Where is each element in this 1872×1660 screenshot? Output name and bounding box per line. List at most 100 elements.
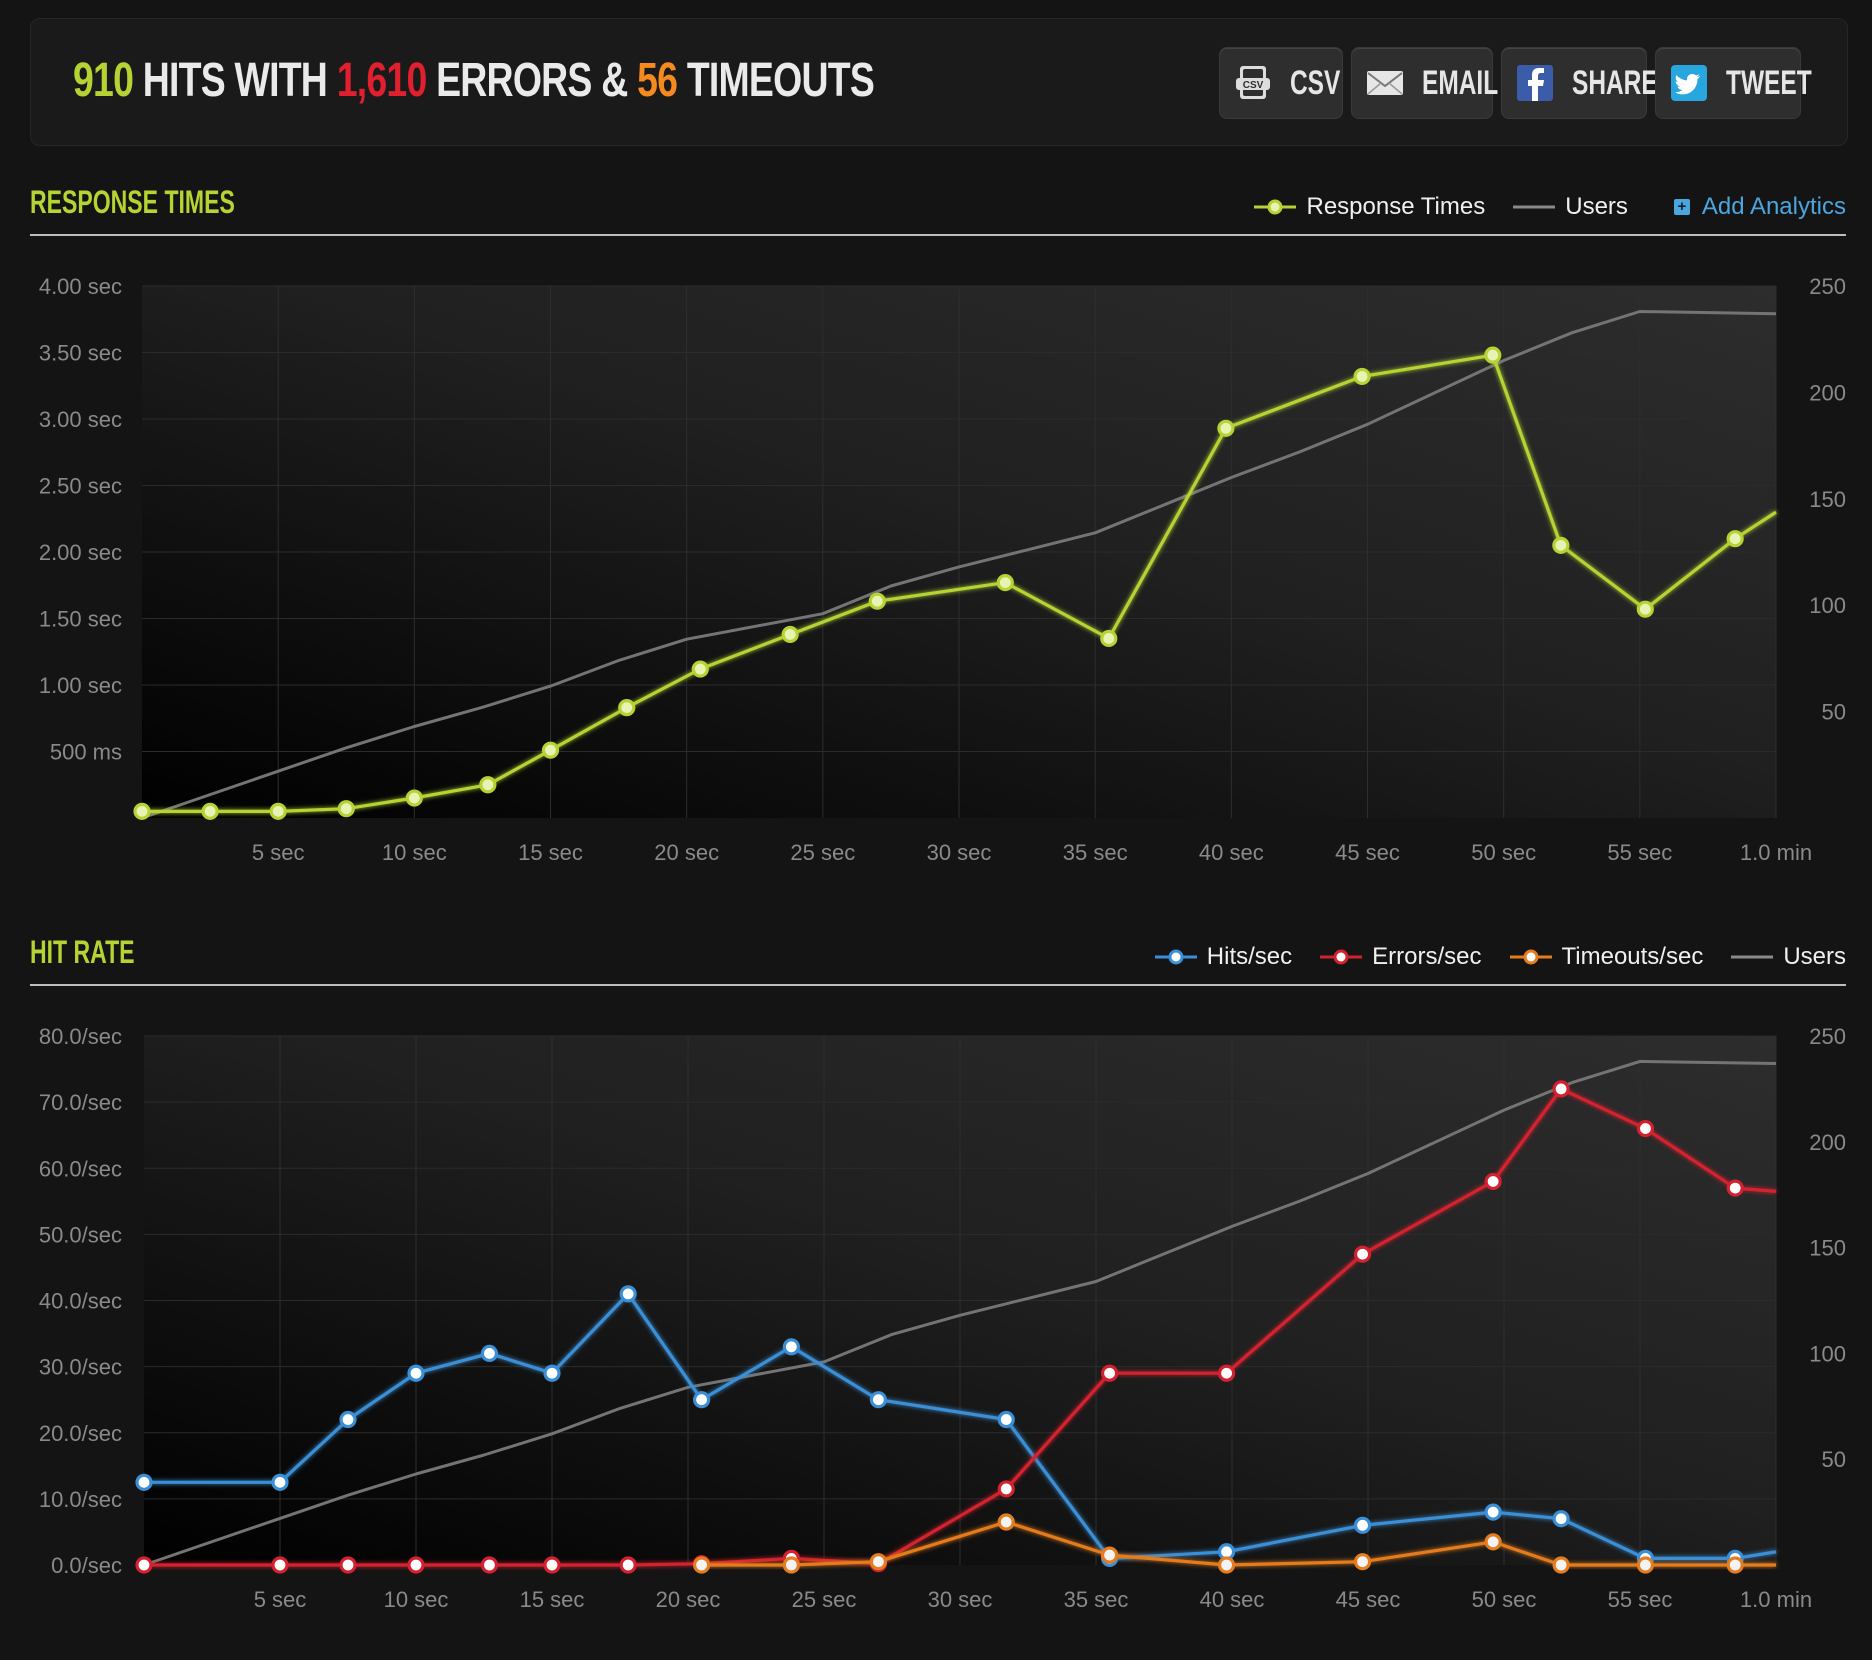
y-left-tick-label: 1.50 sec	[39, 607, 122, 632]
data-point-hits-sec	[543, 1364, 561, 1382]
data-point-timeouts-sec	[869, 1553, 888, 1571]
email-label: EMAIL	[1422, 64, 1499, 102]
x-tick-label: 20 sec	[654, 840, 719, 865]
data-point-response-times	[269, 802, 287, 820]
y-left-tick-label: 3.00 sec	[39, 407, 122, 432]
y-left-tick-label: 0.0/sec	[51, 1553, 122, 1578]
data-point-hits-sec	[1484, 1503, 1502, 1521]
y-left-tick-label: 10.0/sec	[39, 1487, 122, 1512]
legend-hitrate-users[interactable]: Users	[1731, 943, 1846, 971]
y-right-tick-label: 50	[1822, 700, 1846, 725]
y-left-tick-label: 30.0/sec	[39, 1355, 122, 1380]
y-right-tick-label: 250	[1809, 274, 1846, 299]
x-tick-label: 5 sec	[254, 1587, 307, 1612]
series-line-timeouts-sec	[701, 1520, 1776, 1567]
x-tick-label: 45 sec	[1336, 1587, 1401, 1612]
data-point-response-times	[1353, 367, 1371, 386]
data-point-errors-sec	[619, 1556, 637, 1574]
data-point-errors-sec	[543, 1556, 561, 1574]
data-point-hits-sec	[271, 1473, 289, 1491]
csv-file-icon: CSV	[1236, 66, 1270, 99]
legend-response-times[interactable]: Response Times	[1254, 193, 1485, 221]
legend-errors-label: Errors/sec	[1372, 943, 1482, 970]
timeouts-label: TIMEOUTS	[677, 54, 875, 107]
csv-label: CSV	[1290, 64, 1341, 102]
x-tick-label: 55 sec	[1607, 840, 1672, 865]
data-point-hits-sec	[692, 1391, 711, 1409]
data-point-response-times	[541, 741, 560, 759]
x-tick-label: 35 sec	[1063, 840, 1128, 865]
add-analytics-link[interactable]: + Add Analytics	[1673, 193, 1846, 221]
data-point-timeouts-sec	[1353, 1553, 1372, 1571]
summary-bar: 910 HITS WITH 1,610 ERRORS & 56 TIMEOUTS…	[30, 18, 1848, 146]
y-left-tick-label: 2.50 sec	[39, 474, 122, 499]
legend-response-swatch	[1254, 199, 1297, 215]
x-tick-label: 25 sec	[790, 840, 855, 865]
legend-users[interactable]: Users	[1513, 193, 1628, 221]
x-tick-label: 30 sec	[928, 1587, 993, 1612]
data-point-response-times	[1636, 600, 1654, 618]
data-point-hits-sec	[480, 1344, 499, 1362]
y-right-tick-label: 150	[1809, 1236, 1846, 1261]
x-tick-label: 35 sec	[1064, 1587, 1129, 1612]
x-tick-label: 15 sec	[520, 1587, 585, 1612]
data-point-errors-sec	[1217, 1364, 1236, 1382]
data-point-errors-sec	[1636, 1119, 1655, 1138]
y-left-tick-label: 20.0/sec	[39, 1421, 122, 1446]
y-right-tick-label: 100	[1809, 1341, 1846, 1366]
data-point-response-times	[1484, 346, 1502, 364]
errors-count: 1,610	[336, 54, 428, 107]
y-left-tick-label: 60.0/sec	[39, 1156, 122, 1181]
data-point-errors-sec	[135, 1556, 153, 1574]
y-right-tick-label: 200	[1809, 380, 1846, 405]
x-tick-label: 50 sec	[1472, 1587, 1537, 1612]
x-tick-label: 55 sec	[1608, 1587, 1673, 1612]
data-point-response-times	[781, 625, 799, 644]
x-tick-label: 15 sec	[518, 840, 583, 865]
facebook-share-button[interactable]: SHARE	[1501, 47, 1658, 119]
data-point-timeouts-sec	[1552, 1556, 1570, 1574]
data-point-hits-sec	[997, 1410, 1015, 1429]
response-times-chart: 5 sec 10 sec 15 sec 20 sec 25 sec 30 sec 35 se…	[39, 274, 1846, 865]
data-point-timeouts-sec	[1726, 1556, 1744, 1574]
email-button[interactable]: EMAIL	[1351, 47, 1498, 119]
hits-count: 910	[73, 54, 134, 107]
y-right-tick-label: 200	[1809, 1130, 1846, 1155]
data-point-hits-sec	[1552, 1510, 1570, 1528]
series-line-response-times	[142, 353, 1777, 813]
x-tick-label: 45 sec	[1335, 840, 1400, 865]
legend-hits-swatch	[1154, 949, 1197, 965]
x-tick-label: 40 sec	[1199, 840, 1264, 865]
x-tick-label: 20 sec	[656, 1587, 721, 1612]
data-point-response-times	[868, 592, 886, 610]
series-line-users	[143, 1059, 1777, 1567]
x-tick-label: 50 sec	[1471, 840, 1536, 865]
data-point-errors-sec	[1100, 1364, 1119, 1382]
data-point-timeouts-sec	[1100, 1546, 1119, 1564]
hit-rate-title: HIT RATE	[30, 934, 135, 970]
hitrate-section-rule	[30, 984, 1846, 986]
x-tick-label: 1.0 min	[1740, 840, 1812, 865]
add-analytics-label: Add Analytics	[1701, 193, 1846, 220]
data-point-response-times	[1217, 419, 1235, 437]
legend-hitrate-users-swatch	[1731, 955, 1774, 959]
legend-hits-label: Hits/sec	[1206, 943, 1293, 970]
legend-timeouts[interactable]: Timeouts/sec	[1509, 943, 1703, 971]
x-tick-label: 1.0 min	[1740, 1587, 1812, 1612]
csv-button[interactable]: CSV CSV	[1219, 47, 1343, 119]
data-point-errors-sec	[271, 1556, 289, 1574]
data-point-timeouts-sec	[692, 1556, 711, 1574]
data-point-response-times	[1100, 629, 1118, 648]
legend-timeouts-swatch	[1509, 949, 1552, 965]
data-point-response-times	[337, 800, 355, 818]
data-point-errors-sec	[1552, 1080, 1570, 1098]
legend-errors[interactable]: Errors/sec	[1320, 943, 1482, 971]
legend-hits[interactable]: Hits/sec	[1154, 943, 1293, 971]
tweet-button[interactable]: TWEET	[1655, 47, 1812, 119]
y-right-tick-label: 150	[1809, 487, 1846, 512]
y-left-tick-label: 80.0/sec	[39, 1024, 122, 1049]
data-point-timeouts-sec	[997, 1513, 1015, 1531]
response-section-rule	[30, 234, 1846, 236]
x-tick-label: 30 sec	[927, 840, 992, 865]
plus-icon: +	[1673, 199, 1690, 215]
